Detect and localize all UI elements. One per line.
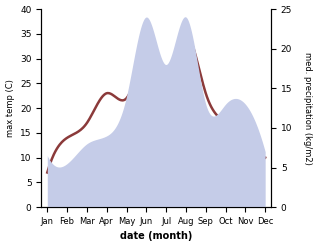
Y-axis label: max temp (C): max temp (C) [5,79,15,137]
X-axis label: date (month): date (month) [120,231,192,242]
Y-axis label: med. precipitation (kg/m2): med. precipitation (kg/m2) [303,52,313,165]
